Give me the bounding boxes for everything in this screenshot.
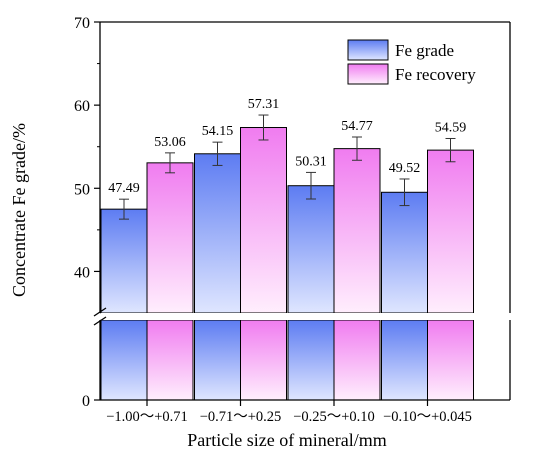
x-tick-label-2: −0.25～+0.10 (293, 409, 375, 425)
legend-swatch-fe-recovery (347, 63, 389, 85)
bar-lower-fe-recovery-3 (427, 319, 474, 401)
x-tick-label-0: −1.00～+0.71 (106, 409, 188, 425)
bar-fe-recovery-0 (146, 162, 194, 314)
bar-fe-grade-0 (100, 208, 148, 314)
axis-break-band (101, 313, 509, 320)
bar-lower-fe-recovery-2 (333, 319, 381, 401)
bars-layer (100, 127, 474, 401)
legend-swatch-fe-grade (347, 39, 389, 61)
error-bar-1-1 (258, 114, 269, 141)
bar-lower-fe-grade-3 (381, 319, 428, 401)
error-bar-0-1 (212, 141, 223, 166)
bar-fe-grade-1 (194, 153, 241, 314)
y-tick-label-70: 70 (74, 15, 90, 32)
value-label-0-3: 49.52 (389, 161, 421, 176)
legend-label-fe-grade: Fe grade (395, 41, 454, 60)
x-axis-title: Particle size of mineral/mm (187, 430, 386, 450)
break-slash-2 (93, 316, 107, 326)
error-bar-0-3 (399, 178, 410, 207)
error-bar-1-0 (165, 152, 175, 174)
error-bar-0-0 (119, 198, 129, 220)
y-axis-title: Concentrate Fe grade/% (9, 123, 29, 297)
value-label-0-0: 47.49 (108, 181, 140, 196)
value-label-1-0: 53.06 (154, 135, 186, 150)
value-labels-layer: 47.49 54.15 50.31 49.52 53.06 57.31 54.77 54.59 (108, 97, 466, 196)
bar-fe-recovery-1 (240, 127, 287, 314)
value-label-1-3: 54.59 (435, 120, 467, 135)
error-bar-1-3 (445, 137, 456, 163)
error-bars-layer (119, 114, 456, 220)
legend-label-fe-recovery: Fe recovery (395, 65, 476, 84)
bar-lower-fe-grade-0 (100, 319, 148, 401)
tick-marks (94, 21, 429, 406)
y-tick-label-0: 0 (82, 393, 90, 410)
value-label-0-2: 50.31 (295, 154, 327, 169)
bar-fe-recovery-2 (333, 148, 381, 314)
error-bar-1-2 (352, 136, 362, 161)
legend: Fe grade Fe recovery (347, 39, 476, 85)
x-tick-label-3: −0.10～+0.045 (383, 409, 472, 425)
bar-lower-fe-grade-2 (287, 319, 335, 401)
error-bar-0-2 (306, 171, 316, 200)
bar-fe-recovery-3 (427, 149, 474, 314)
bar-lower-fe-grade-1 (194, 319, 241, 401)
bar-fe-grade-3 (381, 191, 428, 314)
bar-fe-grade-2 (287, 185, 335, 314)
value-label-1-2: 54.77 (341, 119, 373, 134)
axis-break-symbol (93, 307, 107, 326)
value-label-0-1: 54.15 (202, 124, 234, 139)
y-tick-label-40: 40 (74, 264, 90, 281)
y-tick-label-60: 60 (74, 98, 90, 115)
bar-lower-fe-recovery-1 (240, 319, 287, 401)
y-tick-label-50: 50 (74, 181, 90, 198)
plot-frame (99, 21, 511, 401)
bar-lower-fe-recovery-0 (146, 319, 194, 401)
x-tick-label-1: −0.71～+0.25 (200, 409, 282, 425)
tick-labels: 40 50 60 70 0 −1.00～+0.71 −0.71～+0.25 −0.25～+0.… (74, 15, 472, 425)
break-slash-1 (93, 307, 107, 317)
value-label-1-1: 57.31 (248, 97, 280, 112)
